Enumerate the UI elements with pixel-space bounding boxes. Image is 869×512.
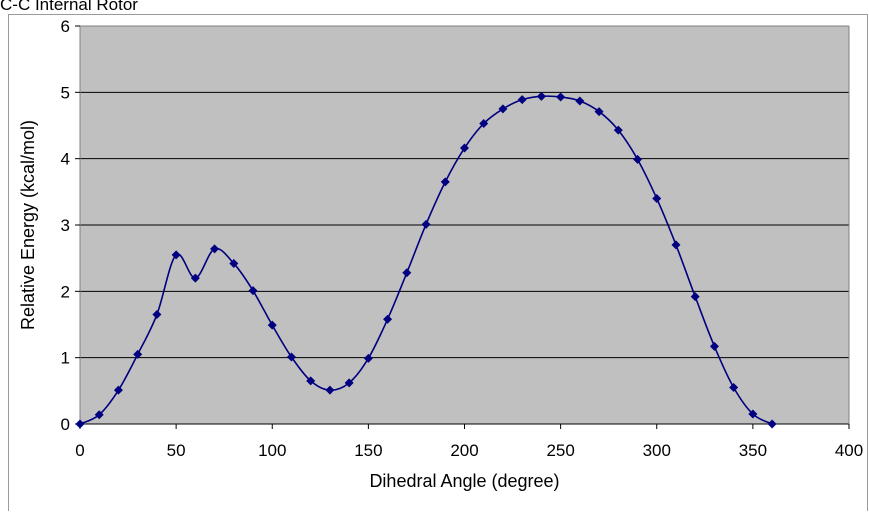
data-point-210 — [479, 119, 489, 129]
series-markers — [75, 91, 777, 429]
data-point-240 — [536, 91, 546, 101]
data-point-320 — [690, 292, 700, 302]
x-tick-300: 300 — [643, 441, 671, 460]
y-tick-5: 5 — [61, 83, 70, 102]
data-point-10 — [94, 410, 104, 420]
x-tick-50: 50 — [167, 441, 186, 460]
y-tick-0: 0 — [61, 415, 70, 434]
data-point-270 — [594, 107, 604, 117]
data-point-290 — [633, 154, 643, 164]
data-point-260 — [575, 96, 585, 106]
data-point-340 — [729, 383, 739, 393]
data-point-300 — [652, 193, 662, 203]
data-point-100 — [267, 320, 277, 330]
x-axis-title: Dihedral Angle (degree) — [369, 471, 559, 491]
data-point-80 — [229, 258, 239, 268]
data-point-70 — [210, 244, 220, 254]
x-tick-350: 350 — [739, 441, 767, 460]
data-point-150 — [363, 353, 373, 363]
chart-frame — [8, 14, 868, 511]
data-point-140 — [344, 378, 354, 388]
x-tick-labels: 0 50 100 150 200 250 300 350 400 — [75, 424, 863, 460]
data-point-280 — [613, 125, 623, 135]
data-point-170 — [402, 268, 412, 278]
data-point-60 — [190, 273, 200, 283]
x-tick-200: 200 — [450, 441, 478, 460]
data-point-0 — [75, 419, 85, 429]
data-point-120 — [306, 376, 316, 386]
data-point-310 — [671, 240, 681, 250]
y-axis-title: Relative Energy (kcal/mol) — [18, 120, 38, 330]
chart-title: C-C Internal Rotor — [0, 0, 138, 14]
data-point-350 — [748, 409, 758, 419]
y-tick-4: 4 — [61, 150, 70, 169]
y-tick-2: 2 — [61, 282, 70, 301]
y-tick-1: 1 — [61, 349, 70, 368]
data-point-160 — [383, 314, 393, 324]
x-tick-100: 100 — [258, 441, 286, 460]
data-point-250 — [556, 92, 566, 102]
data-point-180 — [421, 219, 431, 229]
x-tick-0: 0 — [75, 441, 84, 460]
data-point-190 — [440, 177, 450, 187]
data-point-20 — [113, 385, 123, 395]
data-point-200 — [460, 143, 469, 153]
data-point-110 — [286, 352, 296, 362]
data-point-30 — [133, 349, 143, 359]
data-point-220 — [498, 104, 508, 114]
data-point-90 — [248, 286, 258, 296]
x-tick-150: 150 — [354, 441, 382, 460]
data-point-130 — [325, 385, 335, 395]
y-tick-6: 6 — [61, 17, 70, 36]
data-point-50 — [171, 250, 181, 260]
y-tick-3: 3 — [61, 216, 70, 235]
y-tick-labels: 0 1 2 3 4 5 6 — [61, 17, 70, 434]
data-point-230 — [517, 95, 527, 105]
data-point-360 — [767, 419, 777, 429]
data-point-330 — [709, 341, 719, 351]
data-point-40 — [152, 310, 162, 320]
x-tick-400: 400 — [835, 441, 863, 460]
x-tick-250: 250 — [546, 441, 574, 460]
